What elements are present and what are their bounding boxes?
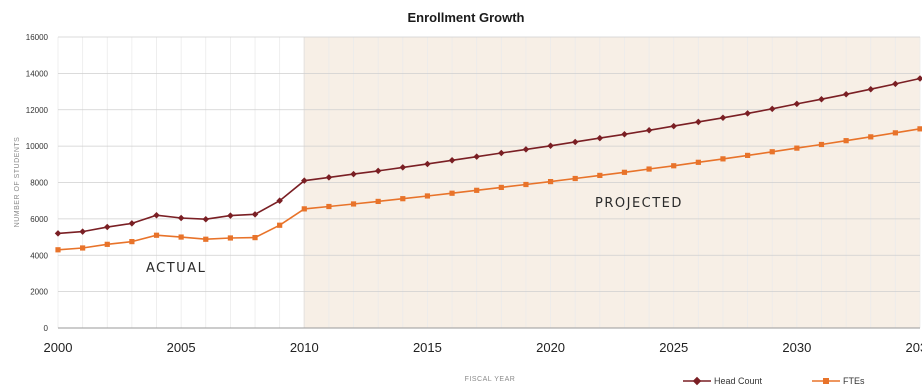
- data-point-ftes: [301, 206, 307, 212]
- data-point-ftes: [203, 236, 209, 242]
- data-point-head-count: [645, 127, 653, 134]
- annotation-actual: ACTUAL: [146, 261, 206, 276]
- data-point-ftes: [597, 172, 603, 179]
- data-point-head-count: [350, 170, 357, 178]
- data-point-head-count: [276, 197, 283, 204]
- data-point-head-count: [399, 164, 407, 171]
- annotation-projected: PROJECTED: [595, 196, 683, 211]
- legend-item-head-count: Head Count: [683, 376, 763, 386]
- data-point-ftes: [80, 245, 86, 251]
- y-tick-label: 12000: [26, 106, 49, 115]
- y-tick-label: 6000: [30, 215, 48, 224]
- x-tick-label: 2025: [659, 340, 688, 355]
- data-point-head-count: [547, 142, 554, 150]
- data-point-ftes: [424, 193, 431, 199]
- y-tick-label: 8000: [30, 179, 48, 188]
- legend-label-head-count: Head Count: [714, 376, 763, 386]
- legend-marker-ftes: [823, 378, 829, 384]
- data-point-ftes: [572, 175, 578, 182]
- x-tick-label: 2015: [413, 340, 442, 355]
- data-point-head-count: [596, 134, 604, 142]
- x-tick-label: 2000: [44, 340, 73, 355]
- legend-marker-head-count: [692, 376, 702, 386]
- data-point-ftes: [277, 222, 283, 228]
- data-point-ftes: [671, 163, 677, 169]
- data-point-ftes: [892, 130, 898, 136]
- data-point-head-count: [571, 138, 579, 146]
- data-point-ftes: [55, 247, 61, 253]
- data-point-head-count: [498, 149, 505, 157]
- data-point-ftes: [178, 234, 184, 240]
- data-point-ftes: [129, 239, 135, 245]
- y-tick-label: 10000: [26, 142, 49, 151]
- data-point-head-count: [744, 110, 751, 117]
- data-point-ftes: [252, 235, 258, 241]
- data-point-ftes: [745, 152, 751, 159]
- data-point-ftes: [547, 178, 554, 185]
- data-point-head-count: [177, 214, 185, 222]
- data-point-ftes: [868, 134, 874, 140]
- y-axis-label: NUMBER OF STUDENTS: [14, 137, 21, 228]
- data-point-head-count: [153, 211, 160, 219]
- legend-item-ftes: FTEs: [812, 376, 865, 386]
- data-point-head-count: [473, 153, 480, 160]
- data-point-head-count: [424, 160, 431, 168]
- data-point-head-count: [448, 157, 456, 164]
- data-point-head-count: [104, 223, 111, 231]
- data-point-ftes: [153, 232, 160, 238]
- data-point-head-count: [79, 228, 86, 235]
- data-point-ftes: [769, 149, 775, 155]
- data-point-ftes: [523, 181, 529, 188]
- y-tick-label: 4000: [30, 251, 48, 260]
- x-tick-label: 2005: [167, 340, 196, 355]
- data-point-head-count: [670, 122, 677, 130]
- data-point-ftes: [843, 138, 849, 144]
- chart-title: Enrollment Growth: [408, 10, 525, 25]
- data-point-ftes: [375, 198, 381, 205]
- data-point-head-count: [621, 131, 628, 138]
- data-point-head-count: [54, 230, 62, 237]
- data-point-ftes: [498, 184, 504, 191]
- data-point-head-count: [768, 105, 776, 113]
- x-tick-label: 2010: [290, 340, 319, 355]
- data-point-head-count: [695, 118, 702, 126]
- data-point-ftes: [350, 201, 357, 207]
- data-point-head-count: [202, 215, 210, 223]
- y-tick-label: 0: [44, 324, 49, 333]
- data-point-ftes: [326, 203, 332, 210]
- series-line-ftes: [57, 128, 921, 251]
- y-tick-label: 2000: [30, 288, 48, 297]
- x-axis-label: FISCAL YEAR: [465, 376, 516, 383]
- y-tick-label: 16000: [26, 33, 49, 42]
- data-point-ftes: [794, 145, 800, 151]
- x-tick-label: 2030: [782, 340, 811, 355]
- x-tick-label: 2035: [906, 340, 922, 355]
- data-point-head-count: [374, 167, 382, 175]
- data-point-head-count: [325, 174, 333, 181]
- data-point-ftes: [227, 235, 233, 241]
- data-point-ftes: [474, 187, 480, 193]
- data-point-head-count: [818, 95, 825, 103]
- series-line-head-count: [57, 77, 921, 235]
- legend-label-ftes: FTEs: [843, 376, 865, 386]
- data-point-ftes: [695, 159, 701, 165]
- data-point-ftes: [400, 196, 406, 202]
- data-point-ftes: [818, 141, 825, 148]
- y-tick-label: 14000: [26, 69, 49, 78]
- data-point-ftes: [621, 169, 628, 175]
- data-point-ftes: [720, 156, 726, 162]
- data-point-ftes: [104, 241, 110, 247]
- data-point-head-count: [128, 220, 136, 227]
- legend: Head Count FTEs: [683, 376, 865, 386]
- data-point-head-count: [251, 211, 259, 218]
- data-point-head-count: [227, 212, 234, 219]
- data-point-head-count: [522, 146, 530, 153]
- data-point-ftes: [917, 126, 922, 132]
- data-point-ftes: [646, 166, 652, 172]
- data-point-ftes: [449, 190, 455, 196]
- data-point-head-count: [301, 177, 308, 184]
- x-tick-label: 2020: [536, 340, 565, 355]
